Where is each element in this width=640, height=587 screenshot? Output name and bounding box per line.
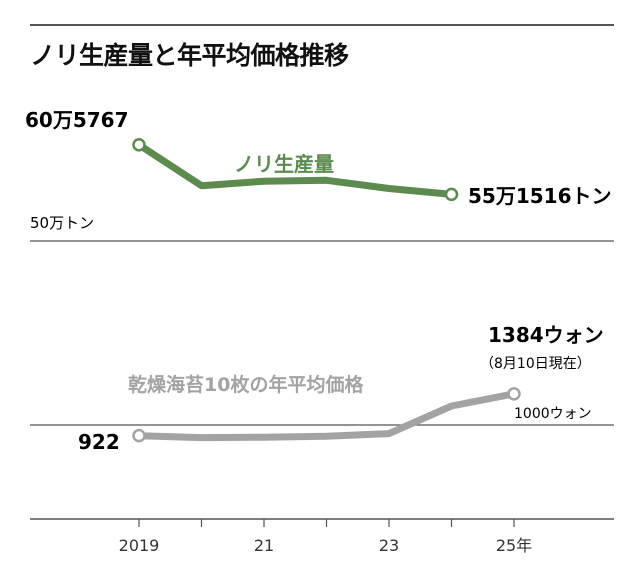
price-date-note: （8月10日現在）: [480, 356, 591, 372]
price-first-value-label: 922: [78, 430, 120, 454]
chart-title: ノリ生産量と年平均価格推移: [30, 41, 349, 70]
production-last-value-label: 55万1516トン: [468, 184, 612, 208]
production-last-point: [444, 187, 459, 202]
x-tick-label: 23: [379, 536, 399, 555]
production-first-value-label: 60万5767: [25, 108, 129, 132]
production-first-point: [132, 138, 146, 152]
x-tick-label: 21: [254, 536, 274, 555]
price-series-line: [135, 390, 518, 442]
top-rule: [30, 24, 614, 26]
price-unit-label: 1000ウォン: [514, 406, 592, 422]
price-last-value-label: 1384ウォン: [488, 323, 604, 347]
x-tick-label: 25年: [496, 536, 532, 555]
x-tick-label: 2019: [119, 536, 160, 555]
price-series-label: 乾燥海苔10枚の年平均価格: [128, 373, 364, 396]
price-last-point: [507, 387, 521, 401]
production-series-label: ノリ生産量: [234, 152, 334, 176]
production-unit-label: 50万トン: [30, 214, 94, 232]
price-first-point: [132, 428, 146, 443]
production-series-line: [135, 141, 455, 198]
